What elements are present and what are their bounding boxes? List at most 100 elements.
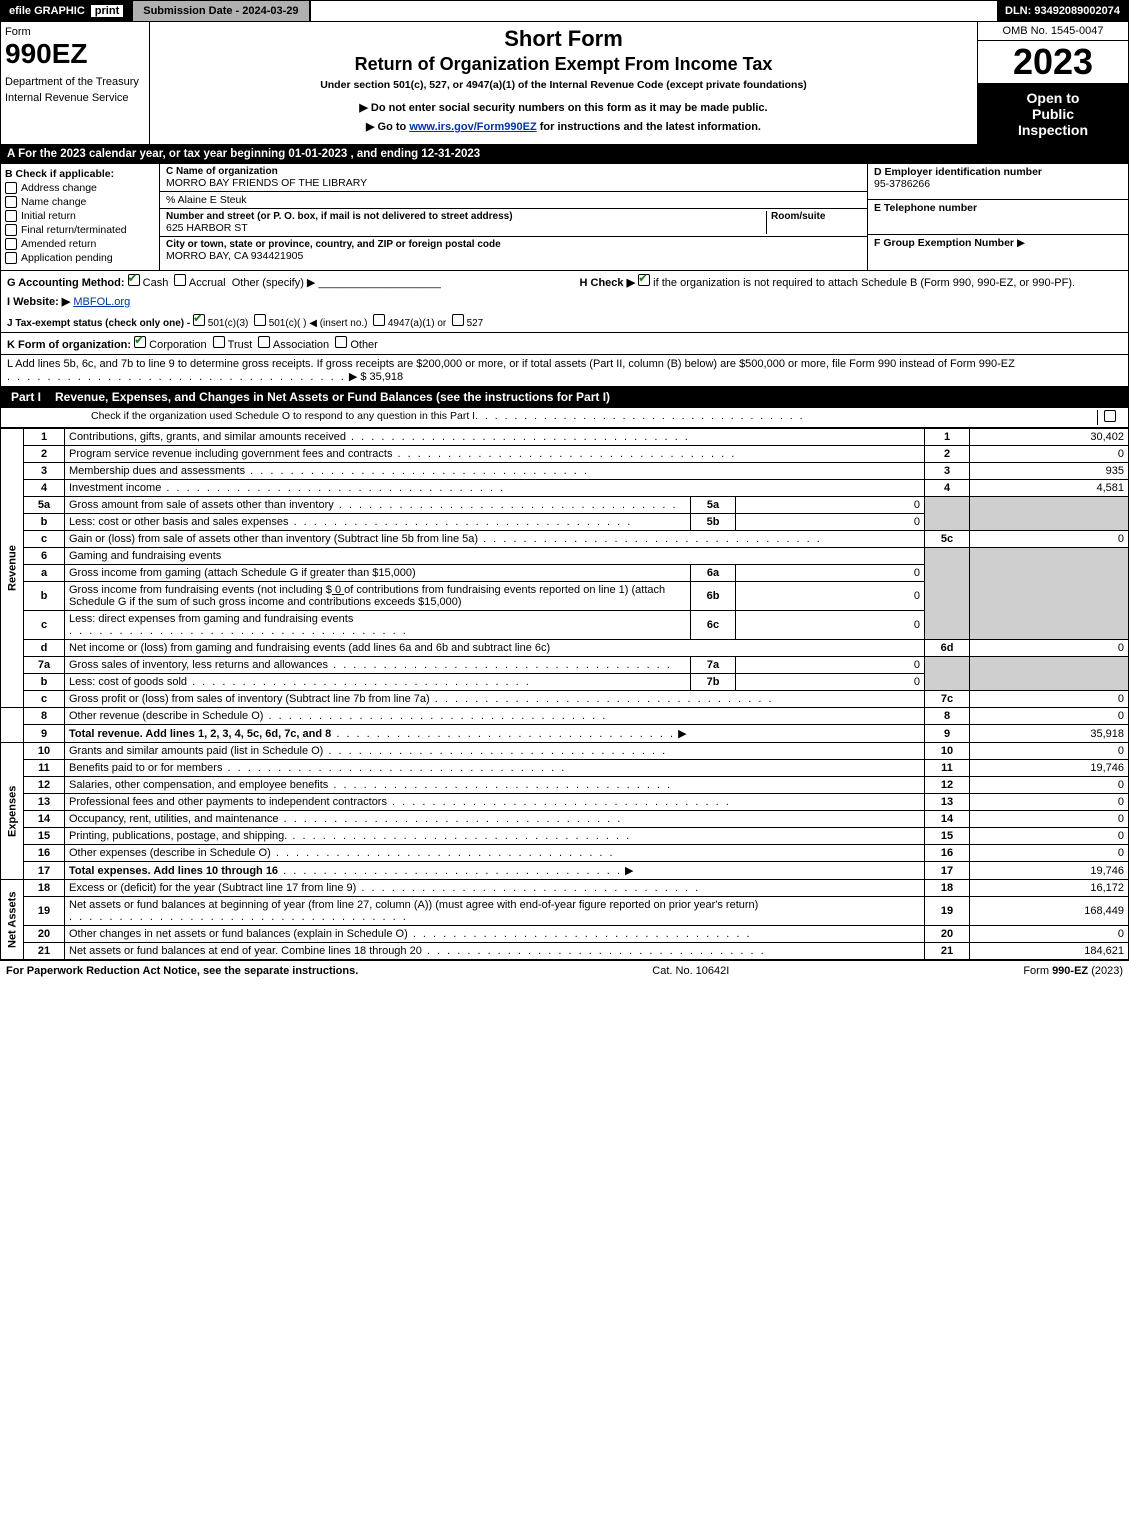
line-ref: 7c: [925, 691, 970, 708]
desc-text: Benefits paid to or for members: [69, 762, 222, 774]
desc-text: Less: cost or other basis and sales expe…: [69, 516, 289, 528]
desc-text: Salaries, other compensation, and employ…: [69, 779, 328, 791]
line-amt: 19,746: [970, 760, 1129, 777]
sub-amt: 0: [736, 657, 925, 674]
chk-trust[interactable]: [213, 336, 225, 348]
chk-4947[interactable]: [373, 314, 385, 326]
topbar-spacer: [311, 1, 997, 21]
line-ref: 5c: [925, 531, 970, 548]
desc-text: Gross sales of inventory, less returns a…: [69, 659, 328, 671]
irs-link[interactable]: www.irs.gov/Form990EZ: [409, 121, 536, 133]
line-ref: 3: [925, 463, 970, 480]
chk-accrual[interactable]: [174, 274, 186, 286]
dots: [69, 911, 408, 923]
footer-left: For Paperwork Reduction Act Notice, see …: [6, 965, 358, 977]
desc-text: Net assets or fund balances at end of ye…: [69, 945, 422, 957]
line-desc: Net assets or fund balances at end of ye…: [65, 943, 925, 960]
chk-initial-return[interactable]: Initial return: [5, 210, 155, 222]
table-row: 15 Printing, publications, postage, and …: [1, 828, 1129, 845]
line-desc: Membership dues and assessments: [65, 463, 925, 480]
line-amt: 0: [970, 691, 1129, 708]
sub-amt: 0: [736, 611, 925, 640]
desc-text: Other revenue (describe in Schedule O): [69, 710, 263, 722]
line-ref: 16: [925, 845, 970, 862]
dots: [331, 728, 675, 740]
line-desc: Less: cost or other basis and sales expe…: [65, 514, 691, 531]
chk-final-return[interactable]: Final return/terminated: [5, 224, 155, 236]
line-amt: 0: [970, 708, 1129, 725]
desc-text: Other changes in net assets or fund bala…: [69, 928, 408, 940]
chk-corp[interactable]: [134, 336, 146, 348]
col-c: C Name of organization MORRO BAY FRIENDS…: [160, 164, 868, 270]
line-desc: Other changes in net assets or fund bala…: [65, 926, 925, 943]
chk-cash[interactable]: [128, 274, 140, 286]
line-desc: Benefits paid to or for members: [65, 760, 925, 777]
table-row: 19 Net assets or fund balances at beginn…: [1, 897, 1129, 926]
sub-amt: 0: [736, 497, 925, 514]
block-bcdef: B Check if applicable: Address change Na…: [0, 164, 1129, 271]
checkbox-icon: [1104, 410, 1116, 422]
part1-sub-chk[interactable]: [1097, 410, 1122, 425]
l-amt: $ 35,918: [360, 371, 403, 383]
chk-501c3[interactable]: [193, 314, 205, 326]
chk-address-change[interactable]: Address change: [5, 182, 155, 194]
line-no: 13: [24, 794, 65, 811]
page-footer: For Paperwork Reduction Act Notice, see …: [0, 960, 1129, 981]
k-label: K Form of organization:: [7, 339, 131, 351]
line-desc: Salaries, other compensation, and employ…: [65, 777, 925, 794]
chk-amended-return[interactable]: Amended return: [5, 238, 155, 250]
line-desc: Investment income: [65, 480, 925, 497]
line-no: c: [24, 691, 65, 708]
blank-amt: 0: [332, 584, 344, 596]
line-no: 18: [24, 880, 65, 897]
h-text: if the organization is not required to a…: [653, 277, 1075, 289]
k-opt1: Corporation: [149, 339, 206, 351]
print-button[interactable]: print: [91, 5, 123, 17]
line-no: 10: [24, 743, 65, 760]
table-row: Net Assets 18 Excess or (deficit) for th…: [1, 880, 1129, 897]
line-desc: Program service revenue including govern…: [65, 446, 925, 463]
desc-text: Less: cost of goods sold: [69, 676, 187, 688]
chk-application-pending[interactable]: Application pending: [5, 252, 155, 264]
sub-amt: 0: [736, 514, 925, 531]
chk-501c[interactable]: [254, 314, 266, 326]
dots: [328, 659, 672, 671]
chk-527[interactable]: [452, 314, 464, 326]
line-desc: Less: cost of goods sold: [65, 674, 691, 691]
other-line: ____________________: [318, 277, 440, 289]
line-ref: 11: [925, 760, 970, 777]
c-careof-row: % Alaine E Steuk: [160, 192, 867, 209]
table-row: Revenue 1 Contributions, gifts, grants, …: [1, 429, 1129, 446]
line-desc: Other revenue (describe in Schedule O): [65, 708, 925, 725]
dots: [475, 410, 1097, 425]
line-ref: 10: [925, 743, 970, 760]
desc-text: Program service revenue including govern…: [69, 448, 392, 460]
checkbox-icon: [5, 210, 17, 222]
chk-name-change[interactable]: Name change: [5, 196, 155, 208]
side-blank: [1, 708, 24, 743]
line-amt: 16,172: [970, 880, 1129, 897]
submission-date: Submission Date - 2024-03-29: [131, 1, 310, 21]
part1-label: Part I: [1, 387, 51, 407]
desc-text: Gross amount from sale of assets other t…: [69, 499, 334, 511]
table-row: 5a Gross amount from sale of assets othe…: [1, 497, 1129, 514]
row-k: K Form of organization: Corporation Trus…: [0, 333, 1129, 355]
line-amt: 0: [970, 828, 1129, 845]
checkbox-icon: [5, 252, 17, 264]
grey-cell: [970, 497, 1129, 531]
line-desc: Gross profit or (loss) from sales of inv…: [65, 691, 925, 708]
line-amt: 19,746: [970, 862, 1129, 880]
checkbox-icon: [5, 196, 17, 208]
chk-other[interactable]: [335, 336, 347, 348]
website-link[interactable]: MBFOL.org: [73, 296, 130, 308]
table-row: 2 Program service revenue including gove…: [1, 446, 1129, 463]
chk-h[interactable]: [638, 274, 650, 286]
table-row: 3 Membership dues and assessments 3 935: [1, 463, 1129, 480]
grey-cell: [925, 657, 970, 691]
desc-text: Excess or (deficit) for the year (Subtra…: [69, 882, 356, 894]
dots: [430, 693, 774, 705]
line-no: d: [24, 640, 65, 657]
row-gh: G Accounting Method: Cash Accrual Other …: [0, 271, 1129, 292]
checkbox-icon: [5, 238, 17, 250]
chk-assoc[interactable]: [258, 336, 270, 348]
